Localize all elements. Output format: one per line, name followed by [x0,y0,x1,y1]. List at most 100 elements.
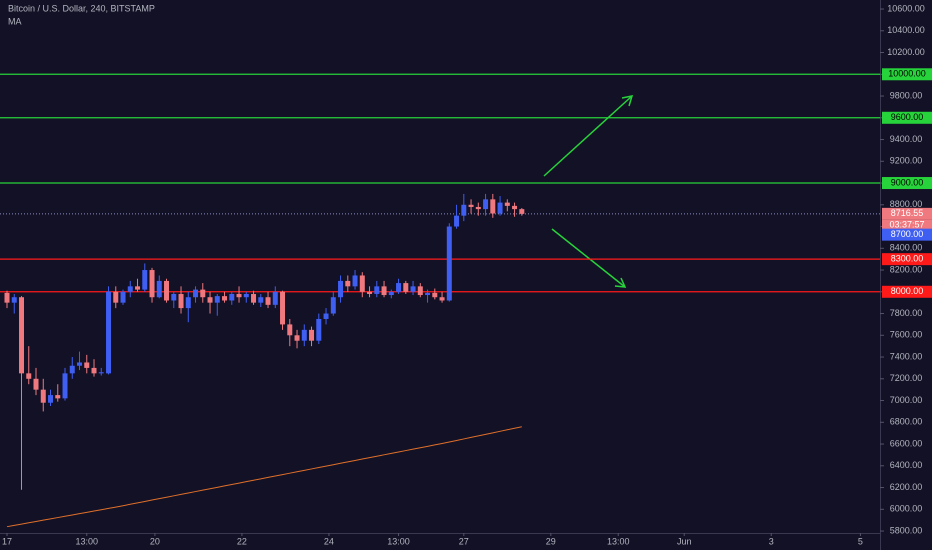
x-tick-label: 17 [2,536,12,546]
candle-body [178,293,184,309]
y-tick-label: 8200.00 [890,264,923,274]
candle-body [243,293,249,298]
candle-body [265,297,271,305]
candle-body [142,270,148,290]
last-price-tag-bg [882,207,932,220]
y-tick-label: 5800.00 [890,525,923,535]
candle-body [454,215,460,227]
candle-body [396,283,402,292]
candle-body [33,378,39,390]
x-tick-label: 27 [459,536,469,546]
x-tick-label: 13:00 [75,536,98,546]
candle-body [222,296,228,301]
candle-body [11,297,17,303]
y-tick-label: 10200.00 [887,47,925,57]
candle-body [490,199,496,214]
x-tick-label: 22 [237,536,247,546]
level-tag: 9600.00 [891,112,924,122]
candle-body [512,205,518,210]
chart-title: Bitcoin / U.S. Dollar, 240, BITSTAMP [8,3,155,13]
candle-body [135,286,141,290]
candle-body [207,297,213,303]
x-tick-label: 13:00 [607,536,630,546]
candle-body [193,289,199,298]
arrows [543,95,634,288]
x-tick-label: 24 [324,536,334,546]
y-tick-label: 9400.00 [890,134,923,144]
candle-body [171,293,177,301]
level-tag: 8000.00 [891,286,924,296]
candle-body [120,291,126,303]
candle-body [345,280,351,287]
countdown: 03:37:57 [889,220,924,230]
candle-body [236,293,242,298]
level-tag-bg [882,177,932,190]
x-tick-label: 5 [858,536,863,546]
y-tick-label: 9800.00 [890,90,923,100]
candle-body [410,286,416,292]
candle-body [388,291,394,296]
candle-body [62,373,68,399]
y-tick-label: 8800.00 [890,199,923,209]
x-tick-label: 13:00 [387,536,410,546]
candle-body [272,291,278,305]
level-tag-bg [882,68,932,81]
candle-body [367,291,373,294]
candle-body [352,275,358,287]
candle-body [309,329,315,341]
candle-body [229,293,235,301]
candle-body [84,362,90,368]
candle-body [468,204,474,207]
y-tick-label: 7800.00 [890,308,923,318]
candle-body [461,204,467,216]
level-tag: 8300.00 [891,254,924,264]
candle-body [106,291,112,374]
candle-body [446,226,452,301]
candle-body [323,313,329,319]
candle-body [214,296,220,303]
candle-body [26,373,32,379]
y-tick-label: 10600.00 [887,3,925,13]
candle-body [55,395,61,399]
candle-body [280,291,286,325]
x-tick-label: 20 [150,536,160,546]
y-tick-label: 7000.00 [890,395,923,405]
candle-body [287,324,293,336]
candle-body [156,280,162,298]
candle-body [330,297,336,314]
candle-body [69,365,75,374]
level-tag-bg [882,111,932,124]
y-tick-label: 6000.00 [890,504,923,514]
candle-body [258,297,264,303]
y-tick-label: 10400.00 [887,25,925,35]
level-tag-bg [882,253,932,266]
countdown-bg [882,219,932,231]
indicator-label: MA [8,16,22,26]
candle-body [149,270,155,298]
candle-body [338,280,344,298]
candle-body [316,318,322,341]
arrow-down-head [614,277,627,288]
level-tag-bg [882,285,932,298]
marker-price-bg [882,228,932,241]
y-tick-label: 7400.00 [890,351,923,361]
y-tick-label: 8400.00 [890,243,923,253]
candle-body [294,335,300,341]
candle-body [359,275,365,292]
y-tick-label: 9200.00 [890,156,923,166]
candle-body [98,372,104,374]
candle-body [374,286,380,294]
y-tick-label: 6200.00 [890,482,923,492]
candle-body [77,362,83,366]
candle-body [483,199,489,210]
candle-body [403,283,409,292]
arrow-down [551,228,626,288]
candle-body [164,280,170,301]
candle-body [127,286,133,292]
x-tick-label: 29 [546,536,556,546]
candle-body [381,286,387,296]
candle-body [185,297,191,309]
candle-body [301,329,307,341]
